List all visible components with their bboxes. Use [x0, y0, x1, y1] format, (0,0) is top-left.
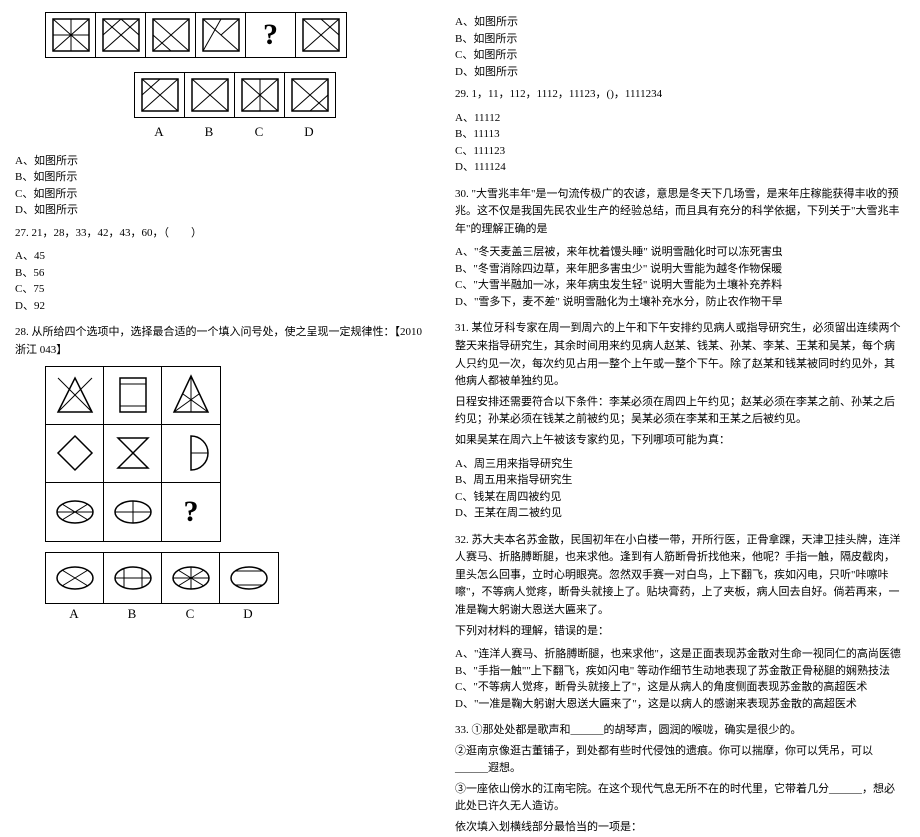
q30-c: C、"大雪半融加一冰，来年病虫发生轻" 说明大雪能为土壤补充养料: [455, 277, 905, 294]
q29-a: A、11112: [455, 110, 905, 127]
q33-p2: ②逛南京像逛古董铺子，到处都有些时代侵蚀的遗痕。你可以揣摩，你可以凭吊，可以__…: [455, 743, 905, 778]
opt-c: C、如图所示: [455, 47, 905, 64]
grid-3x3: ?: [45, 366, 221, 542]
label-c: C: [234, 122, 284, 143]
q31-a: A、周三用来指导研究生: [455, 456, 905, 473]
opt-d: D、如图所示: [455, 64, 905, 81]
q31-d: D、王某在周二被约见: [455, 505, 905, 522]
q30-d: D、"雪多下，麦不差" 说明雪融化为土壤补充水分，防止农作物干旱: [455, 294, 905, 311]
opt-b: B、如图所示: [455, 31, 905, 48]
question-28: 28. 从所给四个选项中，选择最合适的一个填入问号处，使之呈现一定规律性：【20…: [15, 324, 425, 624]
answer-row-2: [45, 552, 279, 604]
q27-a: A、45: [15, 248, 425, 265]
options-block-1: A、如图所示 B、如图所示 C、如图所示 D、如图所示: [15, 153, 425, 219]
q32-p2: 下列对材料的理解，错误的是：: [455, 623, 905, 641]
question-32: 32. 苏大夫本名苏金散，民国初年在小白楼一带，开所行医，正骨拿踝，天津卫挂头牌…: [455, 532, 905, 713]
opt-b: B、如图所示: [15, 169, 425, 186]
question-mark: ?: [263, 11, 278, 59]
q31-c: C、钱某在周四被约见: [455, 489, 905, 506]
q30-b: B、"冬雪消除四边草，来年肥多害虫少" 说明大雪能为越冬作物保暖: [455, 261, 905, 278]
q33-p4: 依次填入划横线部分最恰当的一项是：: [455, 819, 905, 837]
opt-d: D、如图所示: [15, 202, 425, 219]
q31-p2: 日程安排还需要符合以下条件：李某必须在周四上午约见；赵某必须在李某之前、孙某之后…: [455, 394, 905, 429]
question-29: 29. 1，11，112，1112，11123，()，1111234 A、111…: [455, 86, 905, 176]
opt-a: A、如图所示: [455, 14, 905, 31]
q32-d: D、"一准是鞠大躬谢大恩送大匾来了"，这是以病人的感谢来表现苏金散的高超医术: [455, 696, 905, 713]
q30-a: A、"冬天麦盖三层被，来年枕着馒头睡" 说明雪融化时可以冻死害虫: [455, 244, 905, 261]
q33-p3: ③一座依山傍水的江南宅院。在这个现代气息无所不在的时代里，它带着几分______…: [455, 781, 905, 816]
question-30: 30. "大雪兆丰年"是一句流传极广的农谚，意思是冬天下几场雪，是来年庄稼能获得…: [455, 186, 905, 311]
q32-b: B、"手指一触""上下翻飞，疾如闪电" 等动作细节生动地表现了苏金散正骨秘腿的娴…: [455, 663, 905, 680]
labels-row-2: A B C D: [45, 604, 277, 625]
q27-b: B、56: [15, 265, 425, 282]
sequence-row: ?: [45, 12, 347, 58]
question-31: 31. 某位牙科专家在周一到周六的上午和下午安排约见病人或指导研究生，必须留出连…: [455, 320, 905, 521]
q29-d: D、111124: [455, 159, 905, 176]
q27-text: 27. 21，28，33，42，43，60，（ ）: [15, 225, 425, 243]
q32-p1: 32. 苏大夫本名苏金散，民国初年在小白楼一带，开所行医，正骨拿踝，天津卫挂头牌…: [455, 532, 905, 620]
q32-a: A、"连洋人赛马、折胳膊断腿，也来求他"，这是正面表现苏金散对生命一视同仁的高尚…: [455, 646, 905, 663]
label-b: B: [184, 122, 234, 143]
question-33: 33. ①那处处都是歌声和______的胡琴声，圆润的喉咙，确实是很少的。 ②逛…: [455, 722, 905, 837]
question-mark-2: ?: [184, 488, 199, 536]
q32-c: C、"不等病人觉疼，断骨头就接上了"，这是从病人的角度侧面表现苏金散的高超医术: [455, 679, 905, 696]
q29-c: C、111123: [455, 143, 905, 160]
q31-p3: 如果吴某在周六上午被该专家约见，下列哪项可能为真：: [455, 432, 905, 450]
q27-d: D、92: [15, 298, 425, 315]
opt-c: C、如图所示: [15, 186, 425, 203]
q31-p1: 31. 某位牙科专家在周一到周六的上午和下午安排约见病人或指导研究生，必须留出连…: [455, 320, 905, 390]
labels-row-1: A B C D: [134, 122, 334, 143]
q29-b: B、11113: [455, 126, 905, 143]
q28-text: 28. 从所给四个选项中，选择最合适的一个填入问号处，使之呈现一定规律性：【20…: [15, 324, 425, 359]
label-b: B: [103, 604, 161, 625]
q29-text: 29. 1，11，112，1112，11123，()，1111234: [455, 86, 905, 104]
label-a: A: [134, 122, 184, 143]
q33-p1: 33. ①那处处都是歌声和______的胡琴声，圆润的喉咙，确实是很少的。: [455, 722, 905, 740]
q30-text: 30. "大雪兆丰年"是一句流传极广的农谚，意思是冬天下几场雪，是来年庄稼能获得…: [455, 186, 905, 239]
label-c: C: [161, 604, 219, 625]
label-a: A: [45, 604, 103, 625]
question-27: 27. 21，28，33，42，43，60，（ ） A、45 B、56 C、75…: [15, 225, 425, 315]
opt-a: A、如图所示: [15, 153, 425, 170]
options-block-2: A、如图所示 B、如图所示 C、如图所示 D、如图所示: [455, 14, 905, 80]
q31-b: B、周五用来指导研究生: [455, 472, 905, 489]
label-d: D: [219, 604, 277, 625]
label-d: D: [284, 122, 334, 143]
figure-group-1: ? A B C D: [15, 12, 425, 143]
q27-c: C、75: [15, 281, 425, 298]
answer-row-1: [134, 72, 336, 118]
